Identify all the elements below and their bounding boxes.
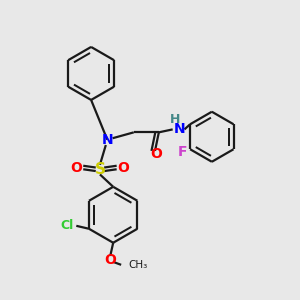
Text: O: O <box>104 254 116 267</box>
Text: F: F <box>178 145 188 159</box>
Text: O: O <box>150 147 162 161</box>
Text: H: H <box>170 113 180 127</box>
Text: O: O <box>118 161 129 175</box>
Text: CH₃: CH₃ <box>129 260 148 270</box>
Text: N: N <box>101 133 113 147</box>
Text: O: O <box>70 161 82 175</box>
Text: N: N <box>174 122 185 136</box>
Text: Cl: Cl <box>60 219 74 232</box>
Text: S: S <box>94 162 105 177</box>
